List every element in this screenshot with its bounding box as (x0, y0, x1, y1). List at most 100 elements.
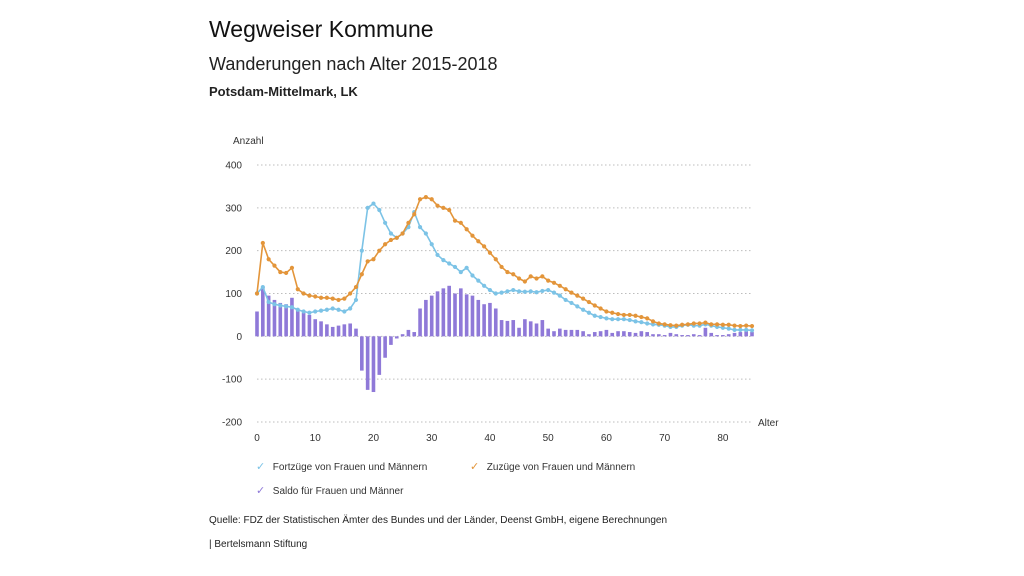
fortzuege-point (330, 306, 335, 311)
saldo-bar (575, 329, 580, 337)
page-subtitle: Wanderungen nach Alter 2015-2018 (209, 54, 498, 74)
zuzuege-point (668, 323, 673, 328)
legend-item-zuzuege[interactable]: ✓ Zuzüge von Frauen und Männern (470, 460, 635, 473)
fortzuege-point (260, 284, 265, 290)
saldo-bar (365, 336, 370, 390)
saldo-bar (290, 297, 294, 337)
fortzuege-line (256, 202, 753, 332)
saldo-bar (592, 332, 597, 337)
fortzuege-point (738, 327, 743, 333)
fortzuege-point (522, 289, 527, 294)
fortzuege-point (615, 317, 621, 322)
zuzuege-point (452, 218, 458, 223)
fortzuege-point (627, 317, 632, 323)
saldo-bar (750, 332, 754, 337)
saldo-bar (377, 336, 382, 375)
zuzuege-point (720, 322, 725, 327)
saldo-bar (697, 335, 702, 337)
saldo-bar (546, 328, 550, 337)
fortzuege-point (417, 225, 423, 230)
fortzuege-point (581, 307, 586, 312)
zuzuege-point (714, 322, 720, 327)
zuzuege-point (546, 278, 551, 283)
saldo-bar (261, 287, 265, 337)
fortzuege-point (732, 327, 737, 333)
saldo-bar (581, 331, 585, 337)
zuzuege-point (610, 310, 615, 315)
fortzuege-point (563, 297, 568, 303)
fortzuege-point (284, 304, 289, 309)
fortzuege-point (301, 309, 306, 314)
zuzuege-point (528, 274, 533, 279)
saldo-bar (569, 329, 574, 337)
zuzuege-point (738, 323, 743, 329)
saldo-bar (435, 291, 440, 337)
saldo-bar (709, 332, 714, 337)
zuzuege-point (447, 207, 452, 213)
saldo-bar (633, 332, 638, 337)
zuzuege-line (256, 196, 753, 327)
zuzuege-point (581, 296, 586, 301)
zuzuege-point (499, 264, 504, 270)
saldo-bar (610, 332, 615, 337)
fortzuege-point (650, 322, 656, 327)
zuzuege-point (435, 203, 440, 208)
fortzuege-point (511, 287, 516, 293)
zuzuege-point (650, 319, 656, 324)
fortzuege-point (528, 289, 533, 294)
fortzuege-point (289, 305, 295, 310)
zuzuege-point (586, 299, 592, 305)
fortzuege-point (458, 269, 463, 275)
saldo-bar (400, 334, 405, 337)
zuzuege-point (563, 287, 568, 292)
page-title: Wegweiser Kommune (209, 16, 434, 42)
fortzuege-point (464, 265, 469, 270)
fortzuege-point (604, 316, 609, 321)
saldo-bar (418, 308, 422, 337)
saldo-bar (738, 332, 743, 337)
saldo-bar (301, 312, 306, 337)
saldo-bar (482, 304, 486, 337)
zuzuege-point (709, 322, 714, 327)
zuzuege-point (598, 306, 603, 311)
zuzuege-point (732, 323, 737, 328)
y-tick-label: 300 (225, 203, 242, 214)
legend-item-saldo[interactable]: ✓ Saldo für Frauen und Männer (256, 484, 403, 497)
zuzuege-point (400, 231, 405, 236)
legend-label: Zuzüge von Frauen und Männern (486, 462, 636, 473)
zuzuege-point (615, 311, 621, 317)
saldo-bar (342, 324, 347, 337)
fortzuege-point (569, 300, 574, 306)
saldo-bar (598, 331, 603, 337)
zuzuege-point (429, 197, 434, 202)
fortzuege-point (318, 308, 324, 313)
zuzuege-point (307, 293, 312, 298)
saldo-bar (604, 329, 609, 337)
saldo-bar (336, 325, 341, 337)
saldo-bar (499, 320, 504, 337)
fortzuege-point (621, 317, 626, 322)
y-tick-label: -200 (222, 418, 242, 429)
x-tick-label: 10 (310, 433, 322, 444)
fortzuege-point (353, 297, 359, 303)
saldo-bar (732, 332, 737, 337)
fortzuege-point (470, 273, 475, 278)
fortzuege-point (447, 261, 452, 266)
zuzuege-point (557, 283, 562, 288)
zuzuege-point (633, 313, 638, 318)
zuzuege-point (569, 290, 574, 295)
zuzuege-point (388, 237, 394, 243)
saldo-bar (511, 320, 516, 337)
grid-layer (257, 164, 752, 423)
fortzuege-point (744, 327, 749, 333)
saldo-bar (371, 336, 376, 393)
zuzuege-point (464, 227, 469, 232)
saldo-bar (307, 314, 312, 337)
legend-item-fortzuege[interactable]: ✓ Fortzüge von Frauen und Männern (256, 460, 427, 473)
zuzuege-point (365, 259, 370, 264)
fortzuege-point (435, 252, 440, 258)
zuzuege-point (534, 276, 539, 281)
zuzuege-point (680, 322, 685, 327)
fortzuege-point (749, 328, 755, 333)
zuzuege-point (645, 316, 650, 321)
